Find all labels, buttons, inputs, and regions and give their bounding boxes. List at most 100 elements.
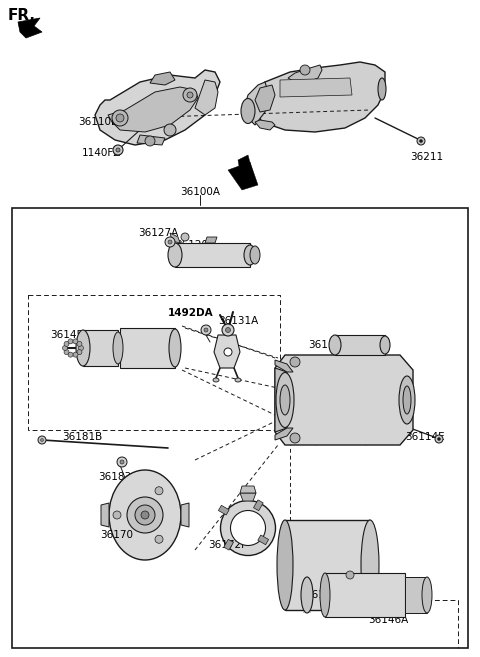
Ellipse shape	[380, 336, 390, 354]
Circle shape	[165, 237, 175, 247]
Ellipse shape	[277, 520, 293, 610]
Circle shape	[300, 65, 310, 75]
Polygon shape	[255, 120, 275, 130]
Polygon shape	[245, 82, 268, 125]
Ellipse shape	[399, 376, 415, 424]
Text: 36172F: 36172F	[208, 540, 247, 550]
Polygon shape	[335, 335, 385, 355]
Bar	[12, 208, 468, 648]
Text: 36150: 36150	[305, 590, 338, 600]
Ellipse shape	[168, 243, 182, 267]
Ellipse shape	[213, 378, 219, 382]
Ellipse shape	[378, 78, 386, 100]
Text: 36183: 36183	[98, 472, 131, 482]
Polygon shape	[181, 503, 189, 527]
Circle shape	[435, 435, 443, 443]
Circle shape	[117, 457, 127, 467]
Ellipse shape	[422, 577, 432, 613]
Circle shape	[112, 110, 128, 126]
Polygon shape	[288, 65, 322, 82]
Ellipse shape	[230, 510, 265, 545]
Circle shape	[73, 352, 78, 357]
Circle shape	[224, 348, 232, 356]
Bar	[120, 328, 175, 368]
Polygon shape	[240, 493, 256, 501]
Text: 36131A: 36131A	[218, 316, 258, 326]
Text: 36146A: 36146A	[368, 615, 408, 625]
Circle shape	[290, 433, 300, 443]
Polygon shape	[150, 72, 175, 85]
Text: 36145A: 36145A	[50, 330, 90, 340]
Circle shape	[127, 497, 163, 533]
Text: 36170: 36170	[100, 530, 133, 540]
Text: 36120: 36120	[175, 240, 208, 250]
Polygon shape	[214, 335, 240, 368]
Circle shape	[68, 352, 73, 357]
Ellipse shape	[361, 520, 379, 610]
Ellipse shape	[244, 245, 256, 265]
Text: 1492DA: 1492DA	[168, 308, 214, 318]
Ellipse shape	[220, 501, 276, 556]
Bar	[285, 520, 370, 610]
Circle shape	[201, 325, 211, 335]
Circle shape	[64, 350, 69, 355]
Bar	[253, 500, 263, 510]
Polygon shape	[275, 428, 293, 440]
Bar	[175, 243, 250, 267]
Circle shape	[204, 328, 208, 332]
Circle shape	[187, 92, 193, 98]
Ellipse shape	[76, 330, 90, 366]
Ellipse shape	[276, 373, 294, 428]
Circle shape	[141, 511, 149, 519]
Text: 36127A: 36127A	[138, 228, 178, 238]
Circle shape	[68, 339, 73, 344]
Circle shape	[155, 535, 163, 543]
Bar	[325, 573, 405, 617]
Circle shape	[135, 505, 155, 525]
Ellipse shape	[320, 573, 330, 617]
Circle shape	[222, 324, 234, 336]
Circle shape	[417, 137, 425, 145]
Circle shape	[79, 346, 84, 350]
Polygon shape	[228, 162, 258, 190]
Circle shape	[116, 148, 120, 152]
Circle shape	[226, 327, 230, 332]
Ellipse shape	[109, 470, 181, 560]
Ellipse shape	[241, 99, 255, 124]
Text: 36114E: 36114E	[405, 432, 444, 442]
Circle shape	[346, 571, 354, 579]
Text: 36100A: 36100A	[180, 187, 220, 197]
Bar	[218, 505, 229, 515]
Ellipse shape	[250, 246, 260, 264]
Circle shape	[420, 139, 422, 143]
Ellipse shape	[329, 335, 341, 355]
Bar	[83, 330, 118, 366]
Polygon shape	[101, 503, 109, 527]
Polygon shape	[195, 80, 218, 115]
Circle shape	[290, 357, 300, 367]
Circle shape	[437, 438, 441, 440]
Polygon shape	[275, 360, 293, 372]
Circle shape	[73, 339, 78, 344]
Polygon shape	[108, 87, 198, 132]
Bar	[258, 535, 269, 545]
Polygon shape	[275, 355, 413, 445]
Ellipse shape	[280, 385, 290, 415]
Text: 36110: 36110	[308, 340, 341, 350]
Polygon shape	[240, 486, 256, 493]
Circle shape	[77, 342, 82, 346]
Text: 1140FZ: 1140FZ	[82, 148, 121, 158]
Bar	[405, 577, 427, 613]
Polygon shape	[238, 155, 252, 172]
Circle shape	[145, 136, 155, 146]
Bar	[224, 539, 233, 550]
Ellipse shape	[301, 577, 313, 613]
Ellipse shape	[169, 329, 181, 367]
Ellipse shape	[403, 386, 411, 414]
Circle shape	[40, 438, 44, 442]
Polygon shape	[137, 135, 165, 145]
Circle shape	[113, 511, 121, 519]
Circle shape	[116, 114, 124, 122]
Text: 36181B: 36181B	[62, 432, 102, 442]
Polygon shape	[275, 368, 287, 432]
